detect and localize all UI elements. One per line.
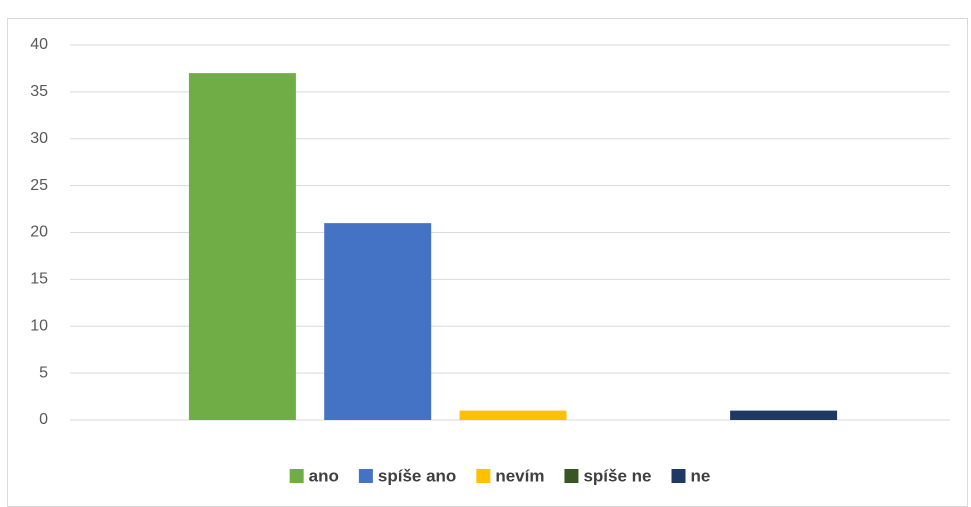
y-tick-label: 10 bbox=[30, 317, 48, 334]
y-tick-label: 20 bbox=[30, 224, 48, 241]
legend-swatch bbox=[289, 469, 304, 483]
legend-swatch bbox=[564, 469, 579, 483]
y-tick-label: 40 bbox=[30, 36, 48, 53]
chart-border bbox=[7, 18, 968, 507]
y-tick-label: 0 bbox=[39, 411, 48, 428]
legend-label: ne bbox=[691, 466, 711, 485]
bar bbox=[730, 410, 838, 420]
bar bbox=[459, 410, 567, 420]
legend-swatch bbox=[671, 469, 686, 483]
y-tick-label: 15 bbox=[30, 271, 48, 288]
legend-label: nevím bbox=[495, 466, 544, 485]
y-tick-label: 30 bbox=[30, 130, 48, 147]
bar bbox=[324, 223, 432, 420]
y-tick-label: 5 bbox=[39, 364, 48, 381]
legend-label: ano bbox=[309, 466, 339, 485]
legend-label: spíše ano bbox=[378, 466, 456, 485]
legend-swatch bbox=[476, 469, 491, 483]
y-tick-label: 35 bbox=[30, 83, 48, 100]
legend-swatch bbox=[358, 469, 373, 483]
bar bbox=[188, 73, 296, 420]
legend-label: spíše ne bbox=[583, 466, 651, 485]
y-tick-label: 25 bbox=[30, 177, 48, 194]
